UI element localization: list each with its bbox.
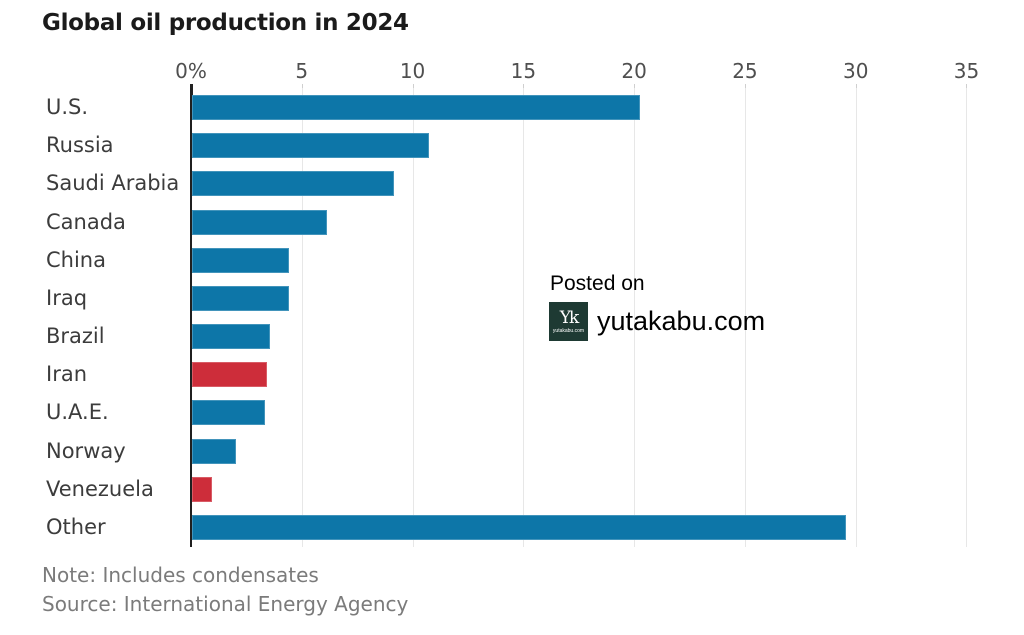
gridline <box>966 88 968 547</box>
y-axis-line <box>190 88 192 547</box>
gridline <box>523 88 525 547</box>
bar-russia <box>192 133 430 159</box>
x-tick-label: 10 <box>399 59 426 83</box>
watermark-row: Yk yutakabu.com yutakabu.com <box>549 302 765 341</box>
category-label: China <box>46 247 106 272</box>
gridline <box>301 88 303 547</box>
bar-iran <box>192 362 268 388</box>
x-tick-label: 0% <box>175 59 207 83</box>
logo-caption: yutakabu.com <box>552 327 585 334</box>
chart-source: Source: International Energy Agency <box>42 592 409 616</box>
category-label: Iran <box>46 362 88 387</box>
watermark-posted-on-text: Posted on <box>550 272 645 295</box>
gridline <box>744 88 746 547</box>
category-label: Other <box>46 514 106 539</box>
bar-venezuela <box>192 476 212 502</box>
bar-other <box>192 514 846 540</box>
gridline <box>412 88 414 547</box>
bar-canada <box>192 209 328 235</box>
x-tick-label: 30 <box>842 59 869 83</box>
category-label: Canada <box>46 209 126 234</box>
bar-iraq <box>192 285 290 311</box>
gridline <box>634 88 636 547</box>
gridline <box>855 88 857 547</box>
bar-brazil <box>192 324 270 350</box>
bar-norway <box>192 438 237 464</box>
category-label: Saudi Arabia <box>46 171 180 196</box>
x-tick-label: 5 <box>295 59 309 83</box>
watermark: Posted on Yk yutakabu.com yutakabu.com <box>549 272 765 341</box>
chart-title: Global oil production in 2024 <box>42 10 409 36</box>
category-label: U.S. <box>46 95 89 119</box>
x-tick-label: 15 <box>510 59 537 83</box>
category-label: Venezuela <box>46 476 154 501</box>
category-label: U.A.E. <box>46 400 109 425</box>
yutakabu-logo: Yk yutakabu.com <box>549 302 588 341</box>
x-tick-label: 35 <box>953 59 980 83</box>
bar-u-s <box>192 95 640 120</box>
category-label: Norway <box>46 438 126 463</box>
x-tick-label: 25 <box>732 59 758 83</box>
bar-saudi-arabia <box>192 171 394 197</box>
chart-note: Note: Includes condensates <box>42 563 319 587</box>
watermark-site-text: yutakabu.com <box>597 306 766 336</box>
category-label: Russia <box>46 133 114 158</box>
bar-china <box>192 247 290 273</box>
bar-u-a-e <box>192 400 266 426</box>
x-tick-label: 20 <box>621 59 647 83</box>
category-label: Brazil <box>46 324 105 349</box>
category-label: Iraq <box>46 285 88 310</box>
logo-monogram: Yk <box>559 307 579 328</box>
